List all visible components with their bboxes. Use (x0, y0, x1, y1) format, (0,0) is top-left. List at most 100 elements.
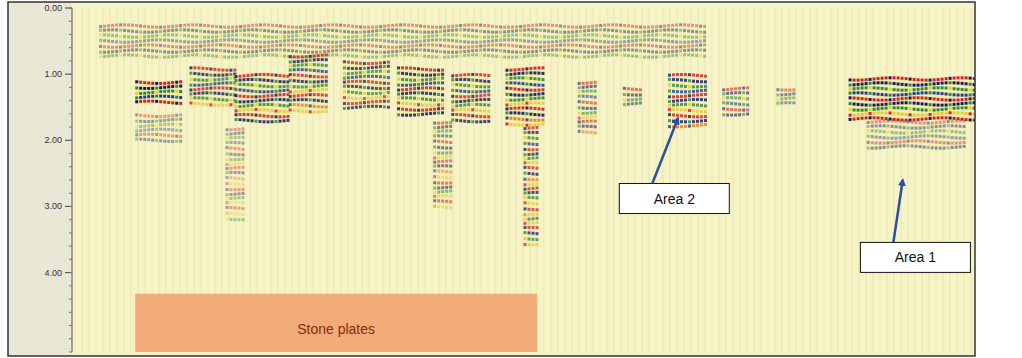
reflection-pixel (479, 94, 482, 97)
reflection-pixel (325, 70, 328, 73)
reflection-pixel (203, 54, 206, 57)
reflection-pixel (289, 55, 292, 58)
reflection-pixel (103, 39, 106, 42)
reflection-pixel (267, 35, 270, 38)
reflection-pixel (239, 39, 242, 42)
reflection-pixel (235, 113, 238, 116)
reflection-pixel (555, 24, 558, 27)
reflection-pixel (225, 81, 228, 84)
reflection-pixel (111, 28, 114, 31)
reflection-pixel (351, 102, 354, 105)
trace-line (866, 8, 867, 352)
trace-line (558, 8, 559, 352)
reflection-pixel (127, 45, 130, 48)
reflection-pixel (347, 76, 350, 79)
reflection-pixel (387, 100, 390, 103)
reflection-pixel (309, 104, 312, 107)
reflection-pixel (289, 85, 292, 88)
reflection-pixel (331, 35, 334, 38)
reflection-pixel (417, 83, 420, 86)
trace-line (971, 8, 972, 352)
reflection-pixel (479, 109, 482, 112)
reflection-pixel (471, 114, 474, 117)
reflection-pixel (371, 38, 374, 41)
reflection-pixel (159, 95, 162, 98)
reflection-pixel (691, 44, 694, 47)
reflection-pixel (363, 38, 366, 41)
reflection-pixel (523, 39, 526, 42)
reflection-pixel (695, 40, 698, 43)
reflection-pixel (255, 46, 258, 49)
reflection-pixel (279, 74, 282, 77)
reflection-pixel (429, 68, 432, 71)
reflection-pixel (151, 35, 154, 38)
reflection-pixel (411, 48, 414, 51)
reflection-pixel (703, 55, 706, 58)
reflection (343, 60, 390, 110)
reflection-pixel (263, 45, 266, 48)
reflection-pixel (317, 54, 320, 57)
reflection-pixel (603, 40, 606, 43)
reflection-pixel (167, 45, 170, 48)
reflection-pixel (127, 41, 130, 44)
reflection-pixel (443, 44, 446, 47)
reflection-pixel (313, 93, 316, 96)
reflection-pixel (319, 40, 322, 43)
reflection-pixel (439, 26, 442, 29)
reflection-pixel (547, 24, 550, 27)
reflection-pixel (387, 40, 390, 43)
reflection-pixel (519, 39, 522, 42)
reflection-pixel (429, 78, 432, 81)
reflection-pixel (511, 30, 514, 33)
reflection-pixel (671, 46, 674, 49)
reflection-pixel (159, 56, 162, 59)
reflection-pixel (435, 26, 438, 29)
reflection-pixel (467, 114, 470, 117)
reflection-pixel (99, 51, 102, 54)
reflection-pixel (343, 85, 346, 88)
trace-line (726, 8, 727, 352)
reflection-pixel (155, 26, 158, 29)
reflection-pixel (163, 30, 166, 33)
reflection-pixel (311, 39, 314, 42)
reflection-pixel (583, 33, 586, 36)
reflection-pixel (171, 85, 174, 88)
reflection-pixel (163, 26, 166, 29)
reflection-pixel (235, 118, 238, 121)
reflection-pixel (191, 45, 194, 48)
reflection-pixel (437, 93, 440, 96)
reflection-pixel (459, 50, 462, 53)
reflection-pixel (175, 85, 178, 88)
reflection-pixel (235, 45, 238, 48)
reflection-pixel (179, 40, 182, 43)
reflection-pixel (211, 44, 214, 47)
reflection-pixel (539, 35, 542, 38)
reflection-area (451, 74, 487, 120)
reflection-pixel (483, 94, 486, 97)
reflection-pixel (279, 48, 282, 51)
reflection-pixel (387, 24, 390, 27)
reflection-pixel (217, 82, 220, 85)
reflection-pixel (363, 92, 366, 95)
reflection-pixel (647, 30, 650, 33)
reflection-pixel (271, 109, 274, 112)
reflection-pixel (651, 50, 654, 53)
reflection-pixel (507, 56, 510, 59)
reflection-pixel (355, 72, 358, 75)
reflection-pixel (463, 40, 466, 43)
reflection-pixel (451, 29, 454, 32)
reflection-pixel (221, 86, 224, 89)
reflection-pixel (507, 30, 510, 33)
reflection-pixel (543, 53, 546, 56)
reflection-pixel (283, 49, 286, 52)
trace-line (768, 8, 769, 352)
reflection-pixel (233, 69, 236, 72)
reflection-pixel (611, 53, 614, 56)
reflection-pixel (339, 49, 342, 52)
reflection-pixel (635, 35, 638, 38)
reflection-pixel (575, 34, 578, 37)
reflection-pixel (259, 84, 262, 87)
reflection-pixel (335, 23, 338, 26)
reflection-pixel (225, 77, 228, 80)
reflection-pixel (321, 93, 324, 96)
